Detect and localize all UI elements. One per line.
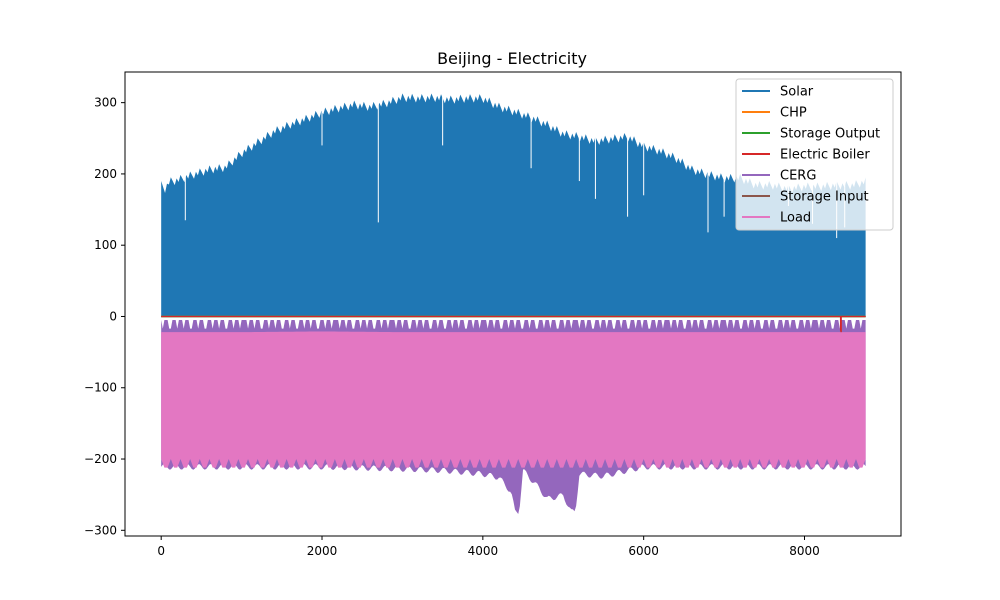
y-axis: −300 −200 −100 0 100 200 300 [84,96,125,537]
series-solar [161,93,866,317]
y-tick-label: 300 [94,96,117,110]
series-load [161,331,866,468]
legend-label: Storage Output [780,127,880,142]
y-tick-label: 0 [109,309,117,323]
x-tick-label: 6000 [628,544,659,558]
legend-label: Solar [780,85,814,100]
y-tick-label: 200 [94,167,117,181]
y-tick-label: −300 [84,523,117,537]
x-tick-label: 0 [157,544,165,558]
legend-label: CERG [780,169,816,184]
y-tick-label: −100 [84,381,117,395]
y-tick-label: 100 [94,238,117,252]
legend-label: Storage Input [780,190,869,205]
x-tick-label: 4000 [468,544,499,558]
chart-title: Beijing - Electricity [437,49,587,68]
x-tick-label: 8000 [789,544,820,558]
plot-frame [124,71,902,537]
legend-box [735,78,894,231]
x-tick-label: 2000 [307,544,338,558]
legend-label: CHP [780,106,807,121]
legend-label: Load [780,211,811,226]
legend: Solar CHP Storage Output Electric Boiler CER… [735,78,894,231]
y-tick-label: −200 [84,452,117,466]
x-axis: 0 2000 4000 6000 8000 [157,536,820,558]
legend-label: Electric Boiler [780,148,870,163]
plot-series [161,93,866,514]
